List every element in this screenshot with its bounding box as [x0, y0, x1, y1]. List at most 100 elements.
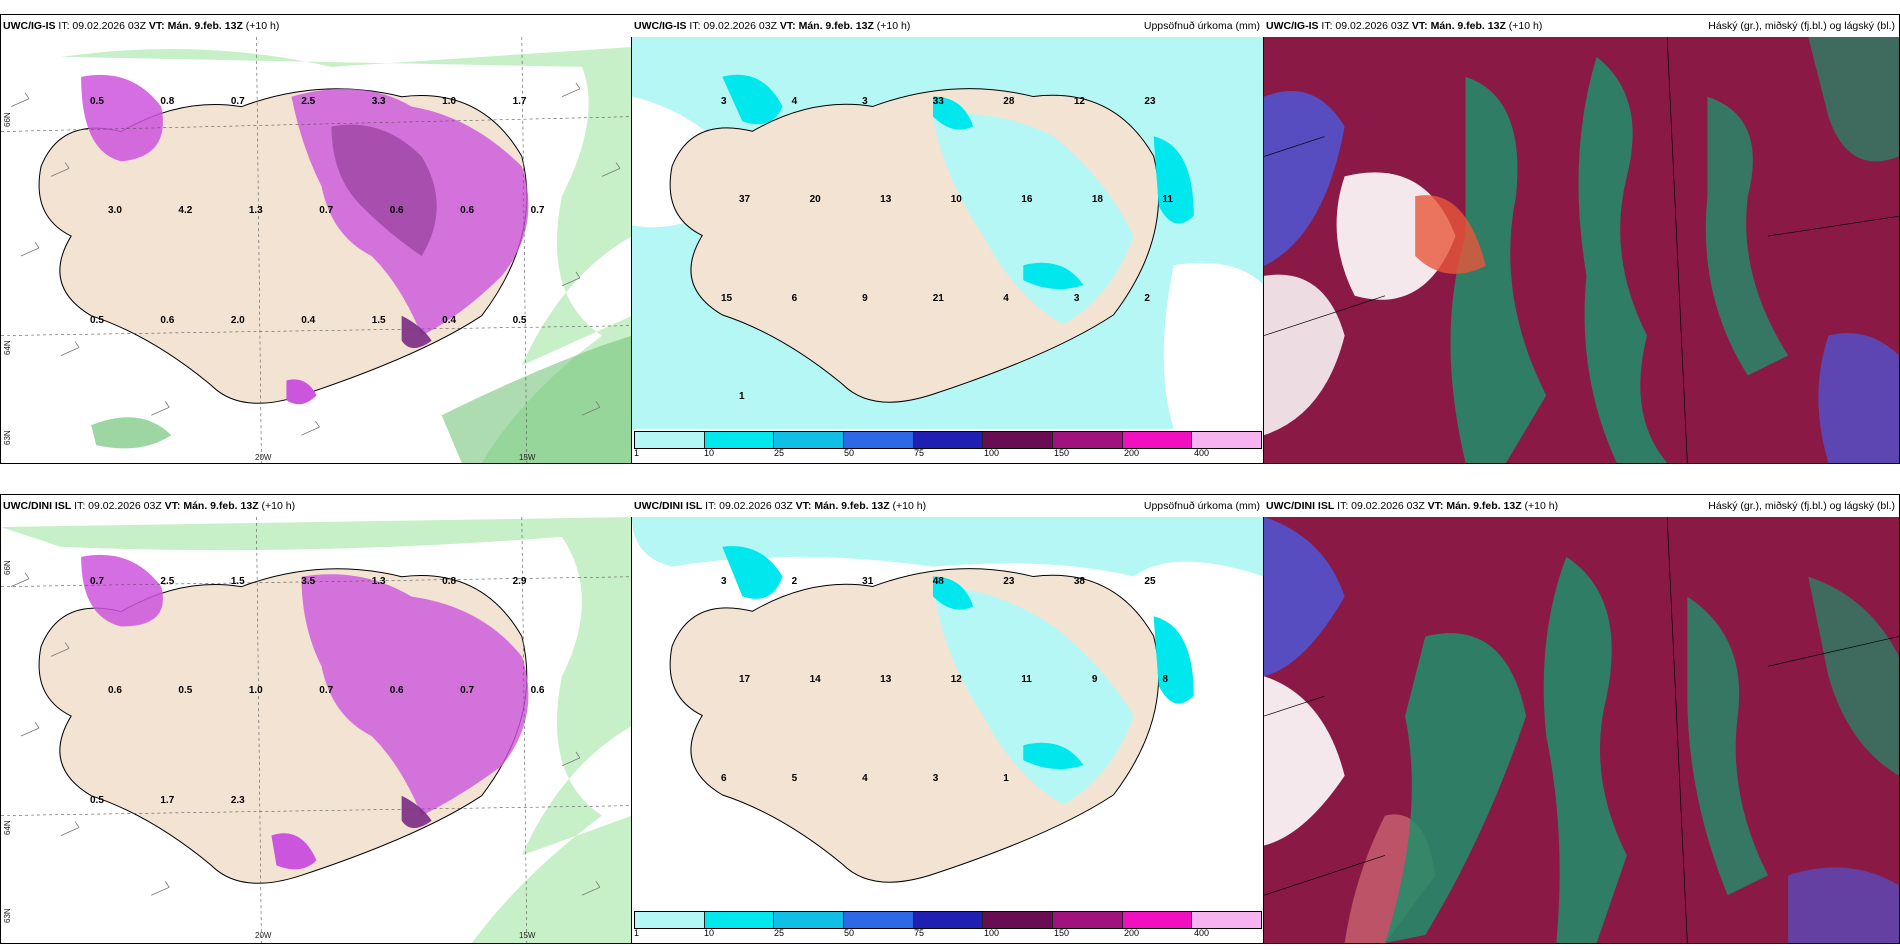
value-label: 1.3 — [248, 205, 263, 217]
value-label: 2.5 — [301, 96, 316, 107]
value-label: 0.4 — [442, 314, 457, 326]
lead-time: (+10 h) — [876, 20, 911, 32]
value-label: 0.6 — [108, 685, 122, 697]
value-label: 16 — [1021, 194, 1033, 206]
lat-label-66n: 66N — [3, 560, 12, 575]
init-time: IT: 09.02.2026 03Z — [58, 20, 146, 32]
panel-cloud-bottom: UWC/DINI ISL IT: 09.02.2026 03Z VT: Mán.… — [1263, 494, 1900, 944]
lat-label-63n: 63N — [3, 908, 12, 923]
cloud-map — [1264, 37, 1899, 463]
value-label: 3 — [862, 96, 868, 107]
value-label: 3 — [721, 576, 727, 587]
lat-label-66n: 66N — [3, 112, 12, 127]
value-label: 0.7 — [319, 205, 334, 217]
colorbar-label: 50 — [844, 928, 855, 938]
value-label: 13 — [880, 674, 892, 686]
colorbar-swatch — [1053, 912, 1123, 928]
lat-label-64n: 64N — [3, 340, 12, 355]
value-label: 3.5 — [301, 576, 316, 587]
value-label: 4 — [791, 96, 798, 107]
value-label: 1.7 — [512, 96, 527, 107]
value-label: 13 — [880, 194, 892, 206]
valid-time: Mán. 9.feb. 13Z — [1446, 500, 1522, 512]
value-label: 1 — [1003, 772, 1009, 784]
value-label: 11 — [1162, 194, 1173, 206]
value-label: 1.3 — [371, 576, 386, 587]
value-label: 31 — [862, 576, 874, 587]
colorbar-swatch — [913, 912, 984, 928]
colorbar-swatch — [774, 912, 845, 928]
colorbar-label: 75 — [914, 448, 925, 458]
value-label: 4.2 — [178, 205, 193, 217]
colorbar-swatch — [844, 432, 914, 448]
panel-header: UWC/IG-IS IT: 09.02.2026 03Z VT: Mán. 9.… — [632, 15, 1264, 37]
value-label: 0.8 — [160, 96, 175, 107]
value-label: 2.3 — [230, 794, 245, 806]
lat-label-63n: 63N — [3, 430, 12, 445]
value-label: 37 — [739, 194, 751, 206]
value-label: 21 — [932, 292, 944, 304]
lat-label-64n: 64N — [3, 820, 12, 835]
value-label: 0.7 — [460, 685, 475, 697]
panel-header: UWC/DINI ISL IT: 09.02.2026 03Z VT: Mán.… — [1264, 495, 1899, 517]
colorbar-label: 25 — [774, 448, 785, 458]
value-label: 1.0 — [442, 96, 457, 107]
colorbar-swatch — [913, 432, 984, 448]
value-label: 0.6 — [160, 314, 175, 326]
valid-time-label: VT: — [164, 500, 181, 512]
colorbar-swatch — [1122, 432, 1193, 448]
value-label: 2.5 — [160, 576, 175, 587]
precip-map-svg — [632, 37, 1264, 429]
snow-map — [1, 517, 632, 943]
value-label: 3 — [932, 772, 939, 784]
cloud-map-svg — [1264, 37, 1899, 463]
value-label: 0.8 — [442, 576, 457, 587]
lon-label-20w: 20W — [255, 931, 272, 940]
valid-time: Mán. 9.feb. 13Z — [183, 500, 259, 512]
lon-label-15w: 15W — [519, 931, 536, 940]
value-label: 0.6 — [389, 685, 404, 697]
cloud-map-svg — [1264, 517, 1899, 943]
precip-map — [632, 37, 1264, 429]
model-name: UWC/DINI ISL — [3, 500, 72, 512]
value-label: 11 — [1021, 674, 1032, 686]
value-label: 0.5 — [90, 96, 104, 107]
value-label: 3 — [721, 96, 727, 107]
colorbar-label: 1 — [634, 928, 640, 938]
valid-time-label: VT: — [1427, 500, 1444, 512]
value-label: 2.9 — [512, 576, 527, 587]
value-label: 8 — [1162, 674, 1168, 686]
colorbar-swatch — [774, 432, 845, 448]
colorbar-label: 200 — [1124, 448, 1140, 458]
lead-time: (+10 h) — [245, 20, 280, 32]
panel-snow-bottom: UWC/DINI ISL IT: 09.02.2026 03Z VT: Mán.… — [0, 494, 633, 944]
value-label: 0.6 — [389, 205, 404, 217]
colorbar-swatch — [844, 912, 914, 928]
value-label: 12 — [1073, 96, 1085, 107]
value-label: 15 — [721, 292, 733, 304]
value-label: 0.7 — [90, 576, 104, 587]
value-label: 0.7 — [230, 96, 245, 107]
colorbar-swatch — [704, 912, 775, 928]
model-name: UWC/DINI ISL — [634, 500, 703, 512]
model-name: UWC/IG-IS — [3, 20, 56, 32]
colorbar-label: 75 — [914, 928, 925, 938]
lead-time: (+10 h) — [1508, 20, 1543, 32]
value-label: 28 — [1003, 96, 1015, 107]
value-label: 9 — [862, 292, 868, 304]
model-name: UWC/IG-IS — [1266, 20, 1319, 32]
value-label: 23 — [1144, 96, 1156, 107]
value-label: 33 — [932, 96, 944, 107]
cloud-map — [1264, 517, 1899, 943]
colorbar-label: 400 — [1194, 448, 1210, 458]
init-time: IT: 09.02.2026 03Z — [689, 20, 777, 32]
panel-subtitle: Háský (gr.), miðský (fj.bl.) og lágský (… — [1708, 20, 1895, 32]
value-label: 0.7 — [319, 685, 334, 697]
colorbar-swatch — [983, 432, 1054, 448]
model-name: UWC/IG-IS — [634, 20, 687, 32]
value-label: 2 — [791, 576, 798, 587]
panel-cloud-top: UWC/IG-IS IT: 09.02.2026 03Z VT: Mán. 9.… — [1263, 14, 1900, 464]
colorbar-swatch — [1192, 912, 1262, 928]
model-name: UWC/DINI ISL — [1266, 500, 1335, 512]
value-label: 0.5 — [512, 314, 527, 326]
